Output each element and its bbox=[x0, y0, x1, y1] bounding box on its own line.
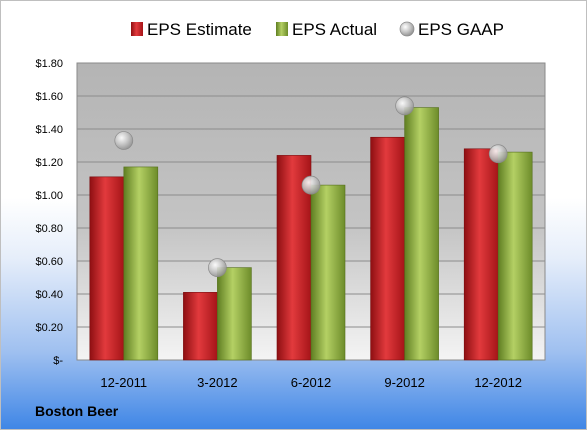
y-tick-label: $1.80 bbox=[35, 58, 63, 70]
bar-eps-estimate-12-2011 bbox=[89, 176, 125, 361]
x-tick-label: 9-2012 bbox=[384, 375, 424, 390]
y-tick-label: $1.60 bbox=[35, 91, 63, 103]
bar-eps-actual-12-2011 bbox=[123, 166, 159, 361]
bar-eps-estimate-3-2012 bbox=[183, 292, 218, 361]
marker-eps-gaap-3-2012 bbox=[208, 258, 227, 277]
legend-swatch-eps-actual bbox=[276, 22, 288, 36]
legend-swatch-eps-estimate bbox=[131, 22, 143, 36]
x-tick-label: 12-2011 bbox=[100, 375, 147, 390]
bar-eps-actual-3-2012 bbox=[217, 267, 252, 361]
company-name: Boston Beer bbox=[35, 403, 119, 419]
bar-eps-actual-6-2012 bbox=[310, 184, 346, 361]
bar-eps-actual-12-2012 bbox=[497, 151, 533, 361]
bar-eps-estimate-9-2012 bbox=[370, 136, 405, 361]
y-tick-label: $0.40 bbox=[35, 289, 63, 301]
legend-label-eps-gaap: EPS GAAP bbox=[418, 20, 504, 39]
bar-eps-actual-9-2012 bbox=[404, 107, 439, 361]
y-tick-label: $1.00 bbox=[35, 190, 63, 202]
legend-label-eps-actual: EPS Actual bbox=[292, 20, 377, 39]
x-tick-label: 12-2012 bbox=[474, 375, 522, 390]
bar-eps-estimate-12-2012 bbox=[463, 148, 499, 361]
legend-label-eps-estimate: EPS Estimate bbox=[147, 20, 252, 39]
x-tick-label: 3-2012 bbox=[197, 375, 237, 390]
y-tick-label: $0.20 bbox=[35, 322, 63, 334]
y-tick-label: $0.60 bbox=[35, 256, 63, 268]
marker-eps-gaap-12-2012 bbox=[488, 144, 508, 164]
y-tick-label: $1.20 bbox=[35, 157, 63, 169]
y-tick-label: $- bbox=[53, 355, 63, 367]
y-tick-label: $1.40 bbox=[35, 124, 63, 136]
y-tick-label: $0.80 bbox=[35, 223, 63, 235]
marker-eps-gaap-9-2012 bbox=[395, 96, 414, 116]
marker-eps-gaap-12-2011 bbox=[114, 131, 134, 150]
marker-eps-gaap-6-2012 bbox=[301, 175, 321, 195]
legend-swatch-eps-gaap bbox=[399, 21, 415, 37]
x-tick-label: 6-2012 bbox=[291, 375, 331, 390]
